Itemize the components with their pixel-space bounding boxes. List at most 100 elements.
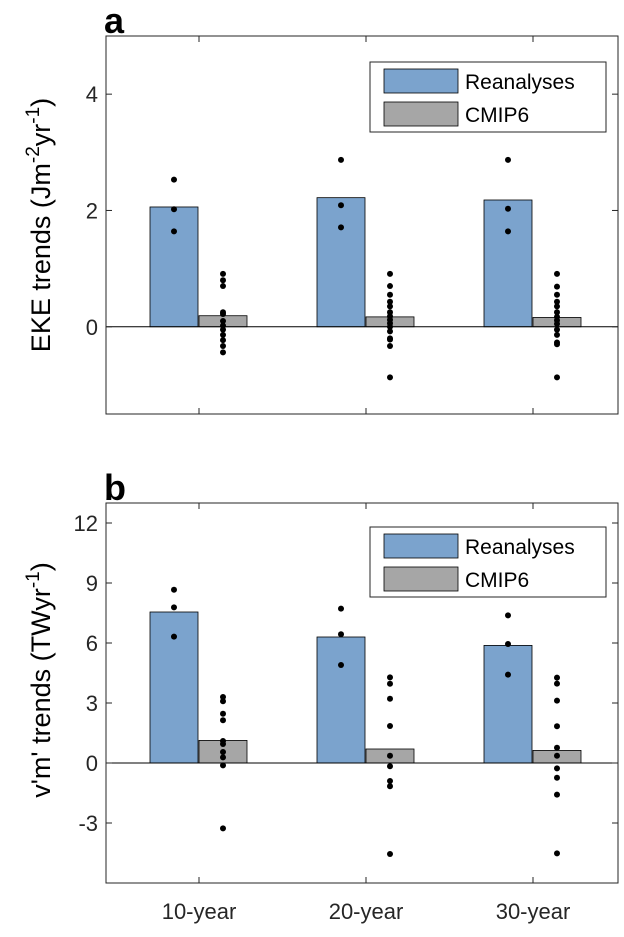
- point-reanalyses-10-year-0: [171, 586, 177, 593]
- point-cmip6-20-year-7: [387, 783, 393, 790]
- panel-b: b v'm' trends (TWyr-1) -3 0 3 6 9 12 10-year 20…: [23, 467, 619, 924]
- point-cmip6-30-year-0: [554, 270, 560, 277]
- point-reanalyses-20-year-1: [338, 631, 344, 638]
- point-cmip6-30-year-9: [554, 326, 560, 333]
- point-cmip6-30-year-3: [554, 298, 560, 305]
- point-cmip6-20-year-0: [387, 674, 393, 681]
- y-tick-label: 2: [86, 198, 98, 223]
- point-reanalyses-10-year-0: [171, 176, 177, 183]
- y-axis-label: EKE trends (Jm-2yr-1): [23, 98, 56, 352]
- point-cmip6-20-year-4: [387, 303, 393, 310]
- point-cmip6-20-year-2: [387, 695, 393, 702]
- y-tick-label: 12: [74, 511, 98, 536]
- point-reanalyses-30-year-1: [505, 641, 511, 647]
- point-cmip6-20-year-3: [387, 298, 393, 305]
- x-tick-label: 20-year: [329, 899, 404, 924]
- point-cmip6-20-year-1: [387, 680, 393, 687]
- legend-entry-cmip6: CMIP6: [465, 104, 529, 127]
- plot-area: -3 0 3 6 9 12 10-year 20-year 30-year: [74, 502, 619, 924]
- bar-reanalyses-30-year: [483, 199, 533, 328]
- point-cmip6-10-year-2: [220, 710, 226, 717]
- panel-a: a EKE trends (Jm-2yr-1) 0 2 4 Reanalyses C…: [23, 0, 619, 415]
- point-reanalyses-20-year-2: [338, 224, 344, 231]
- y-tick-label: -3: [78, 811, 98, 836]
- point-cmip6-20-year-3: [387, 723, 393, 729]
- point-cmip6-10-year-7: [220, 754, 226, 761]
- point-cmip6-20-year-6: [387, 778, 393, 784]
- point-cmip6-10-year-10: [220, 342, 226, 349]
- point-reanalyses-30-year-2: [505, 671, 511, 678]
- panel-letter: b: [104, 467, 126, 508]
- axes-box: [105, 502, 619, 884]
- point-cmip6-20-year-10: [387, 328, 393, 335]
- legend-swatch-cmip6: [383, 566, 459, 592]
- point-cmip6-10-year-5: [220, 317, 226, 324]
- legend: Reanalyses CMIP6: [369, 526, 607, 598]
- point-cmip6-20-year-8: [387, 851, 393, 857]
- point-cmip6-10-year-6: [220, 749, 226, 755]
- x-tick-label: 30-year: [496, 899, 571, 924]
- y-tick-label: 0: [86, 751, 98, 776]
- point-cmip6-10-year-2: [220, 283, 226, 290]
- point-cmip6-10-year-1: [220, 277, 226, 284]
- panel-letter: a: [104, 0, 125, 41]
- point-cmip6-20-year-0: [387, 270, 393, 277]
- x-tick-label: 10-year: [162, 899, 237, 924]
- point-reanalyses-30-year-0: [505, 612, 511, 619]
- point-cmip6-30-year-8: [554, 320, 560, 327]
- point-cmip6-30-year-4: [554, 744, 560, 751]
- point-reanalyses-10-year-1: [171, 206, 177, 213]
- point-cmip6-20-year-5: [387, 763, 393, 770]
- bar-reanalyses-10-year: [149, 206, 199, 328]
- point-cmip6-30-year-2: [554, 697, 560, 704]
- point-cmip6-30-year-2: [554, 291, 560, 298]
- point-cmip6-30-year-8: [554, 791, 560, 798]
- point-cmip6-30-year-5: [554, 752, 560, 759]
- bar-reanalyses-20-year: [316, 197, 366, 328]
- point-reanalyses-20-year-1: [338, 202, 344, 209]
- legend-entry-reanalyses: Reanalyses: [465, 71, 575, 94]
- point-cmip6-10-year-11: [220, 349, 226, 356]
- axes-box: [105, 35, 619, 415]
- point-cmip6-10-year-7: [220, 326, 226, 333]
- point-cmip6-10-year-1: [220, 698, 226, 705]
- point-reanalyses-10-year-1: [171, 604, 177, 611]
- legend-swatch-reanalyses: [383, 533, 459, 559]
- y-axis-label: v'm' trends (TWyr-1): [23, 562, 56, 797]
- point-cmip6-30-year-4: [554, 303, 560, 310]
- point-reanalyses-20-year-0: [338, 156, 344, 163]
- point-cmip6-20-year-2: [387, 291, 393, 298]
- legend-swatch-cmip6: [383, 101, 459, 127]
- point-cmip6-10-year-0: [220, 694, 226, 700]
- point-reanalyses-10-year-2: [171, 228, 177, 235]
- point-reanalyses-30-year-2: [505, 228, 511, 235]
- plot-area: 0 2 4: [86, 35, 619, 415]
- point-cmip6-30-year-5: [554, 309, 560, 316]
- bar-reanalyses-30-year: [483, 645, 533, 764]
- point-cmip6-30-year-1: [554, 283, 560, 290]
- point-cmip6-20-year-1: [387, 283, 393, 290]
- point-reanalyses-20-year-2: [338, 662, 344, 668]
- point-cmip6-10-year-3: [220, 717, 226, 724]
- point-reanalyses-30-year-0: [505, 156, 511, 163]
- point-cmip6-30-year-3: [554, 723, 560, 730]
- legend-swatch-reanalyses: [383, 68, 459, 94]
- legend: Reanalyses CMIP6: [369, 61, 607, 133]
- point-cmip6-10-year-0: [220, 270, 226, 277]
- legend-entry-reanalyses: Reanalyses: [465, 536, 575, 559]
- point-cmip6-10-year-4: [220, 310, 226, 317]
- point-reanalyses-30-year-1: [505, 205, 511, 212]
- point-cmip6-30-year-1: [554, 680, 560, 687]
- y-tick-label: 3: [86, 691, 98, 716]
- bar-reanalyses-20-year: [316, 636, 366, 764]
- point-cmip6-30-year-6: [554, 765, 560, 772]
- point-reanalyses-20-year-0: [338, 605, 344, 612]
- point-cmip6-10-year-9: [220, 825, 226, 832]
- point-cmip6-10-year-8: [220, 762, 226, 769]
- point-cmip6-20-year-14: [387, 374, 393, 381]
- point-cmip6-10-year-9: [220, 337, 226, 344]
- point-cmip6-30-year-7: [554, 774, 560, 781]
- y-tick-label: 0: [86, 315, 98, 340]
- point-cmip6-30-year-9: [554, 850, 560, 857]
